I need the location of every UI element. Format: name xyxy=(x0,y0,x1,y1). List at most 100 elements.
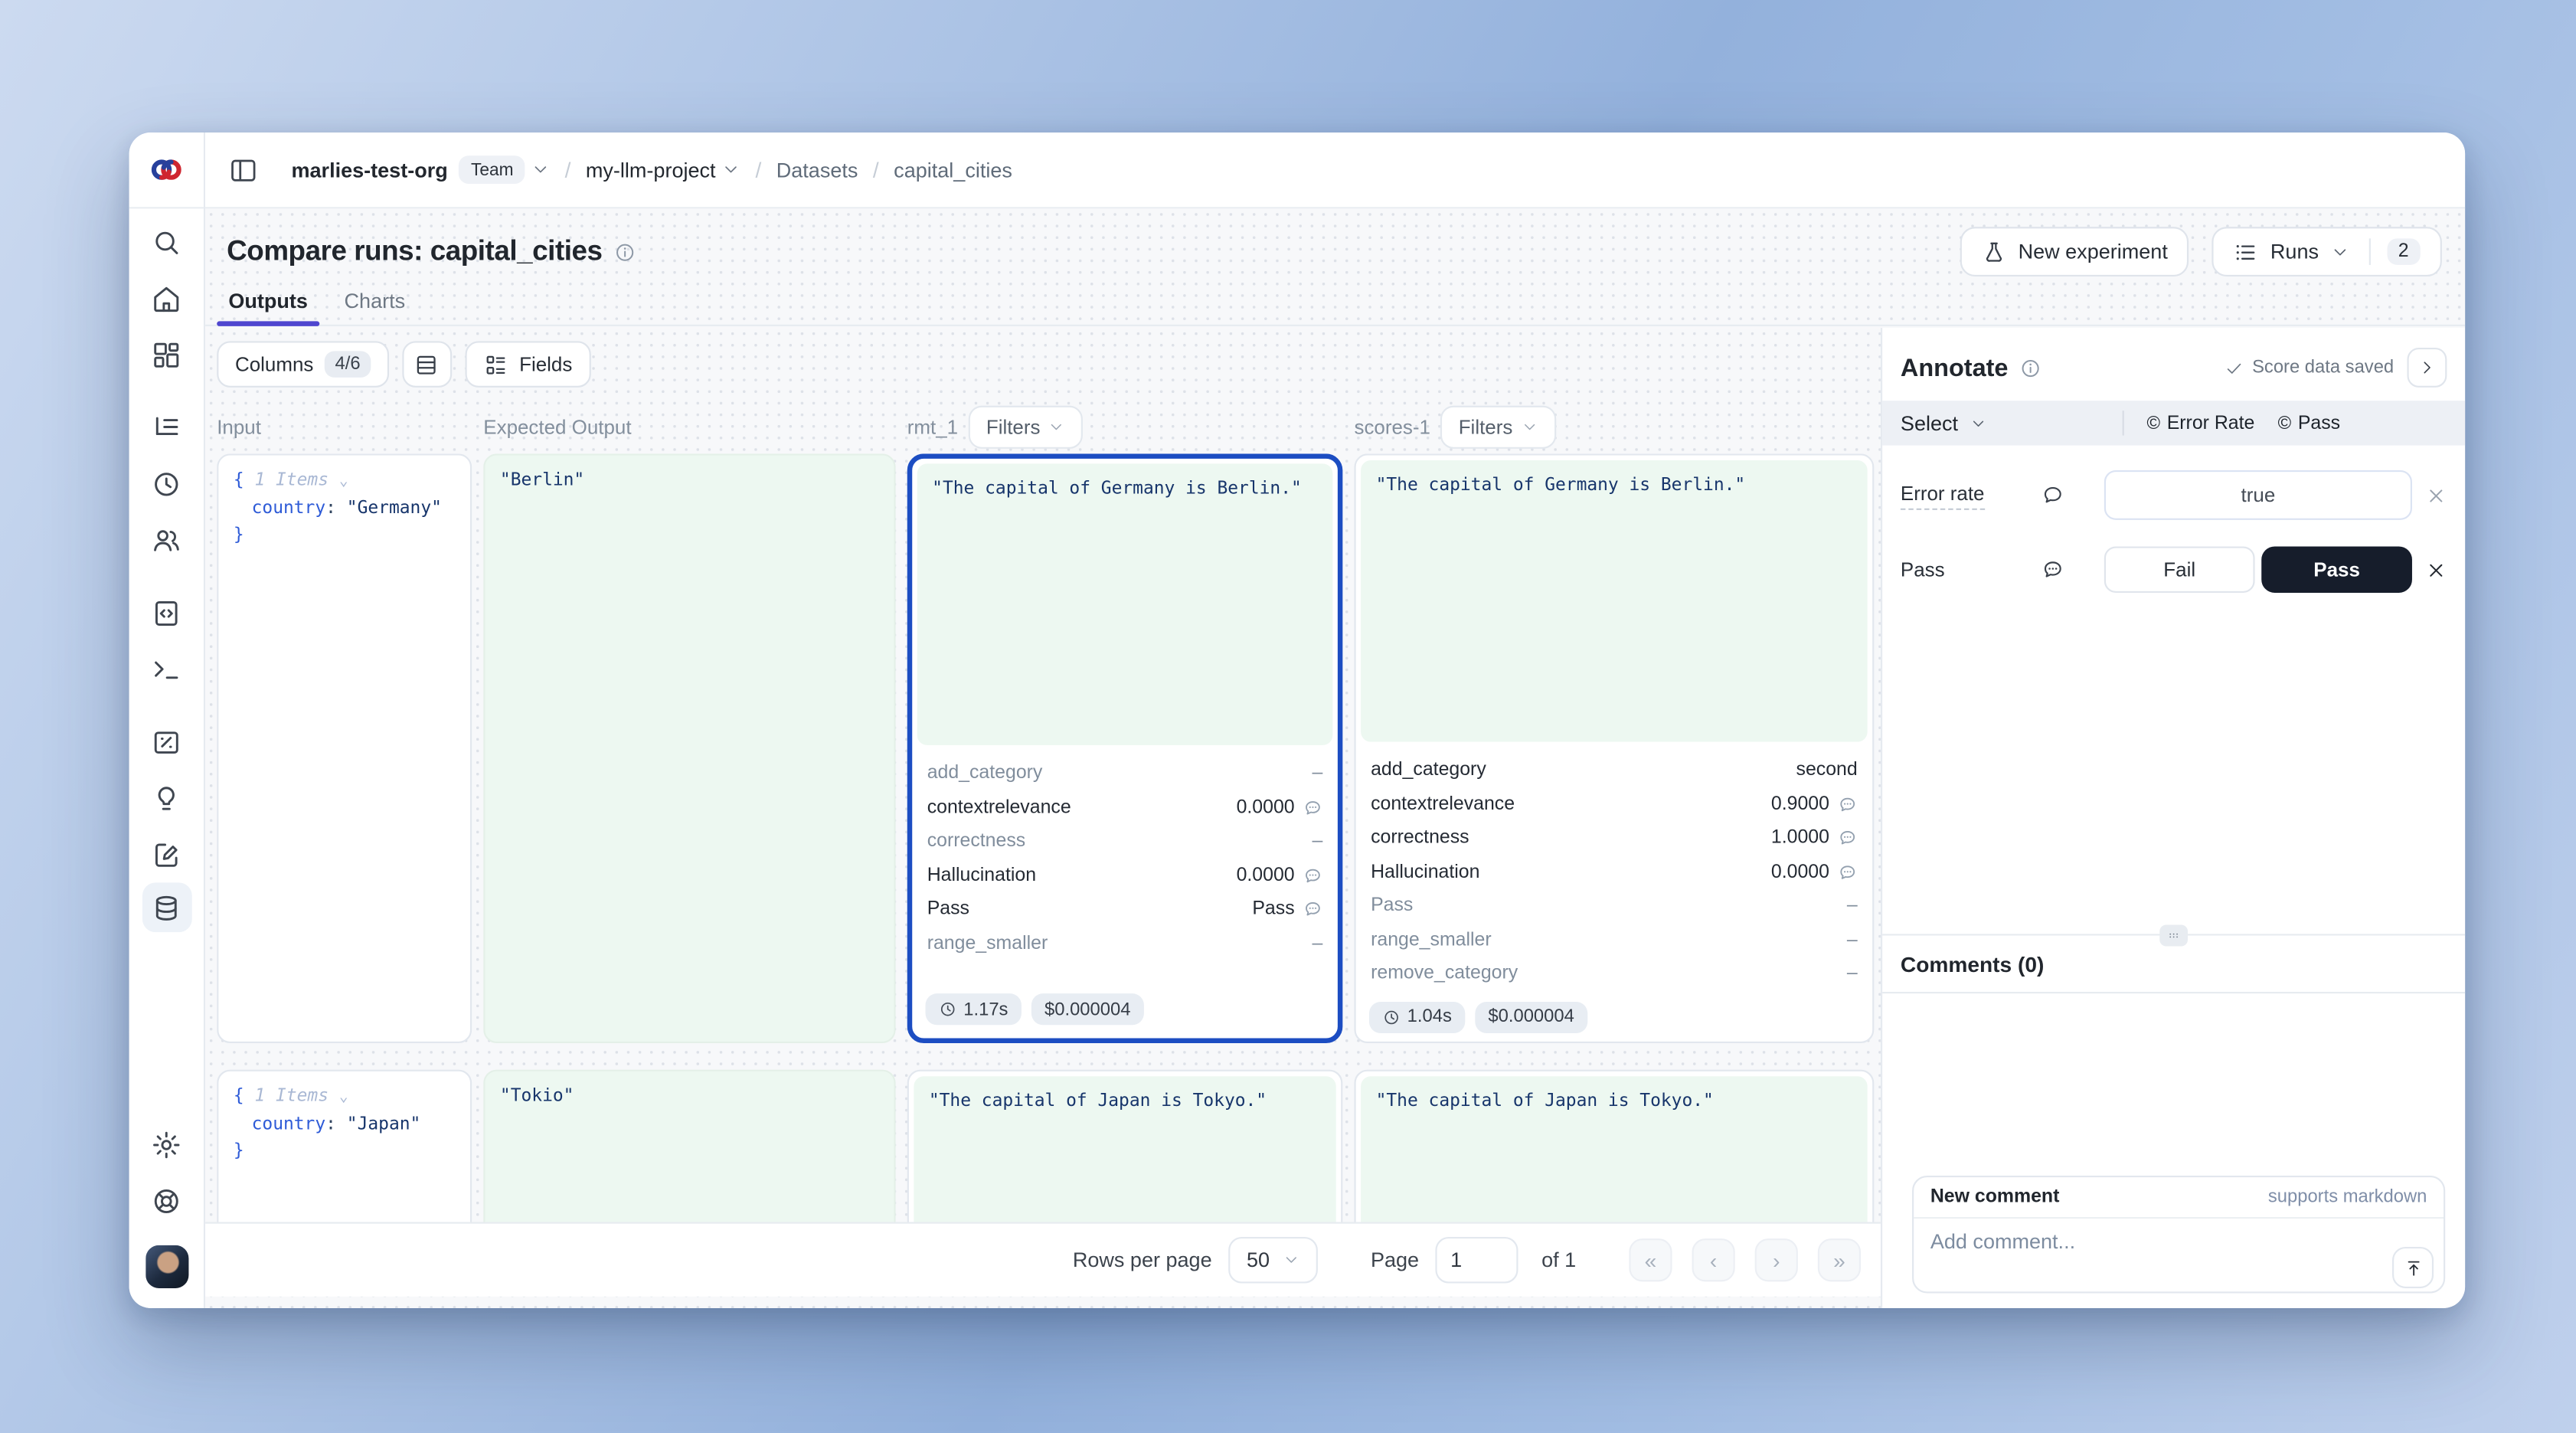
output-cell-scores-1[interactable]: "The capital of Germany is Berlin." add_c… xyxy=(1354,453,1875,1044)
comment-bubble-icon[interactable] xyxy=(2042,483,2064,506)
tab-bar: Outputs Charts xyxy=(205,276,2466,326)
sidebar-item-traces[interactable] xyxy=(142,399,191,456)
input-cell[interactable]: { 1 Items ⌄ country: "Germany"} xyxy=(217,453,472,1044)
sidebar-item-teams[interactable] xyxy=(142,512,191,568)
chip-pass[interactable]: © Pass xyxy=(2277,413,2341,433)
score-row[interactable]: Hallucination 0.0000 xyxy=(927,859,1323,892)
chevron-down-icon[interactable] xyxy=(531,161,550,179)
filters-button-run2[interactable]: Filters xyxy=(1440,405,1556,449)
comment-input[interactable] xyxy=(1914,1219,2444,1292)
sidebar-item-dashboards[interactable] xyxy=(142,326,191,383)
score-row[interactable]: correctness – xyxy=(927,825,1323,859)
score-row[interactable]: contextrelevance 0.9000 xyxy=(1371,787,1858,821)
sidebar-item-datasets[interactable] xyxy=(141,882,191,933)
score-row[interactable]: add_category second xyxy=(1371,754,1858,787)
submit-comment-button[interactable] xyxy=(2392,1246,2434,1288)
comment-bubble-icon[interactable] xyxy=(1838,829,1858,849)
breadcrumb-datasets[interactable]: Datasets xyxy=(776,158,858,182)
output-cell-rmt_1[interactable]: "The capital of Germany is Berlin." add_c… xyxy=(907,453,1343,1044)
chip-error-rate[interactable]: © Error Rate xyxy=(2146,413,2255,433)
page-input[interactable] xyxy=(1435,1236,1518,1284)
tab-outputs[interactable]: Outputs xyxy=(217,290,319,326)
pass-fail-segment: Fail Pass xyxy=(2104,546,2412,593)
sidebar-item-terminal[interactable] xyxy=(142,641,191,698)
drag-handle[interactable] xyxy=(2159,924,2189,946)
prev-page-button[interactable]: ‹ xyxy=(1692,1238,1735,1282)
cell-footer: 1.17s $0.000004 xyxy=(912,983,1338,1038)
sidebar-item-code[interactable] xyxy=(142,584,191,641)
clear-icon[interactable] xyxy=(2425,484,2447,505)
expected-output-cell[interactable]: "Berlin" xyxy=(483,453,896,1044)
breadcrumb-page[interactable]: capital_cities xyxy=(894,158,1012,182)
error-rate-input[interactable] xyxy=(2104,469,2412,520)
breadcrumb-org[interactable]: marlies-test-org xyxy=(291,158,448,182)
latency-pill[interactable]: 1.17s xyxy=(925,993,1022,1026)
score-row[interactable]: Pass Pass xyxy=(927,892,1323,926)
chevron-down-icon[interactable]: ⌄ xyxy=(338,1089,348,1107)
sidebar-item-annotations[interactable] xyxy=(142,826,191,883)
sidebar-item-history[interactable] xyxy=(142,456,191,512)
info-icon[interactable] xyxy=(614,241,636,263)
comment-bubble-dots-icon[interactable] xyxy=(2042,558,2064,581)
comment-bubble-icon[interactable] xyxy=(1303,865,1322,885)
runs-button[interactable]: Runs 2 xyxy=(2212,227,2442,277)
json-items-label[interactable]: 1 Items xyxy=(254,1086,329,1107)
score-list: add_category – contextrelevance 0.0000 corre… xyxy=(912,745,1338,957)
score-row[interactable]: contextrelevance 0.0000 xyxy=(927,790,1323,824)
output-cell-scores-1[interactable]: "The capital of Japan is Tokyo." xyxy=(1354,1069,1875,1222)
panel-toggle-icon[interactable] xyxy=(228,155,258,185)
filters-button-run1[interactable]: Filters xyxy=(968,405,1084,449)
sidebar-item-prompts[interactable] xyxy=(142,770,191,826)
sidebar-item-search[interactable] xyxy=(142,214,191,270)
breadcrumb-project[interactable]: my-llm-project xyxy=(585,158,716,182)
comment-bubble-icon[interactable] xyxy=(1303,899,1322,919)
clear-icon[interactable] xyxy=(2425,559,2447,581)
chevron-down-icon[interactable]: ⌄ xyxy=(338,473,348,490)
cost-pill[interactable]: $0.000004 xyxy=(1031,993,1144,1026)
score-row[interactable]: range_smaller – xyxy=(1371,923,1858,957)
new-experiment-button[interactable]: New experiment xyxy=(1960,227,2189,277)
runs-count-badge: 2 xyxy=(2386,238,2421,265)
last-page-button[interactable]: » xyxy=(1817,1238,1862,1282)
columns-button[interactable]: Columns 4/6 xyxy=(217,341,389,388)
json-items-label[interactable]: 1 Items xyxy=(254,469,329,490)
comment-bubble-icon[interactable] xyxy=(1838,862,1858,882)
fields-button[interactable]: Fields xyxy=(464,341,591,388)
tab-charts[interactable]: Charts xyxy=(344,290,406,313)
collapse-panel-button[interactable] xyxy=(2407,348,2447,388)
output-text: "The capital of Japan is Tokyo." xyxy=(914,1076,1336,1222)
user-avatar[interactable] xyxy=(145,1245,188,1288)
rows-per-page-select[interactable]: 50 xyxy=(1228,1236,1318,1284)
score-row[interactable]: Hallucination 0.0000 xyxy=(1371,856,1858,889)
cost-pill[interactable]: $0.000004 xyxy=(1475,1000,1588,1032)
score-label: remove_category xyxy=(1371,964,1518,984)
input-cell[interactable]: { 1 Items ⌄ country: "Japan"} xyxy=(217,1069,472,1222)
row-height-button[interactable] xyxy=(401,341,452,388)
score-row[interactable]: add_category – xyxy=(927,757,1323,790)
sidebar-item-home[interactable] xyxy=(142,270,191,326)
weave-logo[interactable] xyxy=(129,133,204,209)
select-dropdown[interactable]: Select xyxy=(1901,411,1986,435)
fail-button[interactable]: Fail xyxy=(2104,546,2255,593)
score-row[interactable]: Pass – xyxy=(1371,889,1858,923)
column-header-input: Input xyxy=(217,415,261,439)
chevron-down-icon[interactable] xyxy=(722,161,740,179)
scorer-icon: © xyxy=(2277,413,2292,433)
score-row[interactable]: correctness 1.0000 xyxy=(1371,821,1858,855)
app-window: marlies-test-org Team / my-llm-project /… xyxy=(129,132,2466,1308)
score-row[interactable]: remove_category – xyxy=(1371,957,1858,991)
first-page-button[interactable]: « xyxy=(1629,1238,1672,1282)
next-page-button[interactable]: › xyxy=(1754,1238,1798,1282)
sidebar-item-help[interactable] xyxy=(142,1173,191,1229)
sidebar-item-evaluations[interactable] xyxy=(142,714,191,770)
score-row[interactable]: range_smaller – xyxy=(927,927,1323,957)
comment-bubble-icon[interactable] xyxy=(1303,798,1322,818)
score-value: – xyxy=(1312,831,1323,852)
expected-output-cell[interactable]: "Tokio" xyxy=(483,1069,896,1222)
info-icon[interactable] xyxy=(2020,357,2042,378)
pass-button[interactable]: Pass xyxy=(2261,546,2412,593)
latency-pill[interactable]: 1.04s xyxy=(1368,1000,1466,1032)
output-cell-rmt_1[interactable]: "The capital of Japan is Tokyo." xyxy=(907,1069,1343,1222)
sidebar-item-settings[interactable] xyxy=(142,1116,191,1173)
comment-bubble-icon[interactable] xyxy=(1838,794,1858,814)
